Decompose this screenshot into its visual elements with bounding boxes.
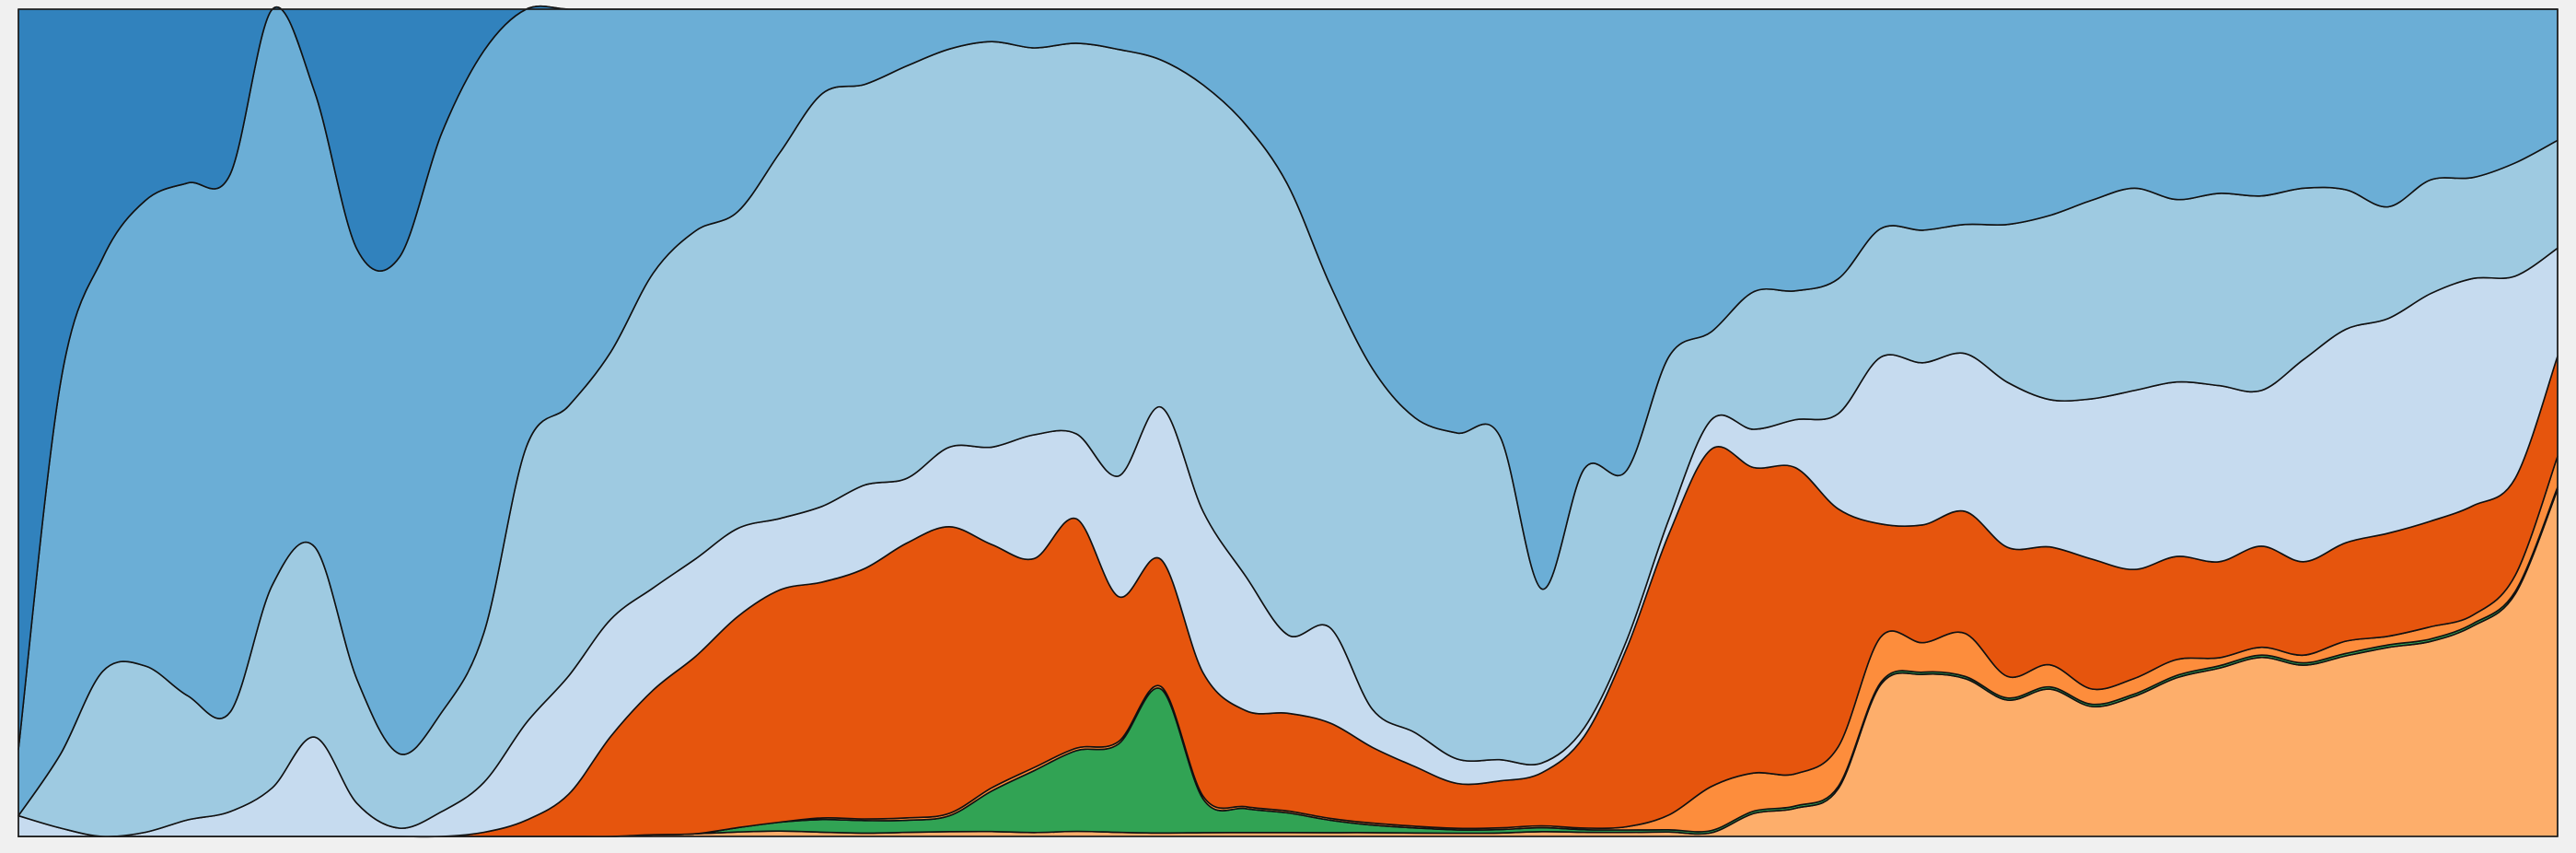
series-areas xyxy=(17,5,2559,838)
plot-frame xyxy=(17,8,2559,837)
